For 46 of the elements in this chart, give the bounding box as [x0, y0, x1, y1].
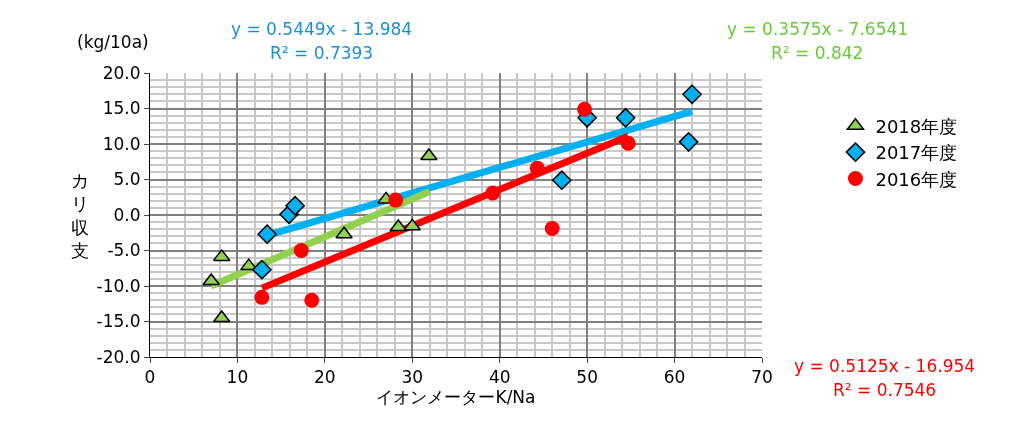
x-tick-label: 20 [314, 367, 336, 388]
text: R² = 0.7393 [270, 43, 374, 63]
text: (kg/10a) [77, 32, 149, 52]
point [252, 259, 272, 280]
y-tick-label: -20.0 [96, 346, 141, 367]
legend-label: 2016年度 [875, 168, 958, 190]
x-tick-label: 30 [401, 367, 424, 388]
point [678, 132, 699, 152]
text: R² = 0.842 [771, 43, 864, 63]
point [485, 185, 501, 201]
text: y = 0.3575x - 7.6541 [727, 19, 909, 39]
point [293, 243, 309, 258]
x-tick-label: 50 [576, 367, 598, 388]
y-tick-label: -10.0 [96, 275, 141, 296]
point [304, 292, 320, 308]
y-tick-label: -5.0 [107, 240, 141, 261]
x-tick-label: 10 [226, 367, 249, 388]
x-axis-title: イオンメーターK/Na [376, 387, 536, 408]
point [254, 289, 270, 305]
y-tick-label: 20.0 [102, 62, 141, 83]
y-tick-label: 0.0 [113, 204, 141, 225]
point [388, 192, 404, 208]
point [615, 107, 636, 128]
point [285, 195, 305, 216]
point [620, 135, 636, 151]
text: R² = 0.7546 [833, 380, 937, 400]
y-tick-label: -15.0 [96, 311, 141, 332]
x-tick-label: 70 [751, 367, 773, 388]
x-tick-label: 40 [488, 367, 511, 388]
y-tick-label: 10.0 [102, 133, 141, 154]
text: y = 0.5125x - 16.954 [794, 356, 976, 376]
point [551, 170, 572, 191]
point [682, 84, 702, 105]
text: y = 0.5449x - 13.984 [231, 19, 413, 39]
legend-label: 2018年度 [875, 115, 958, 137]
point [257, 224, 277, 245]
y-tick-label: 15.0 [102, 98, 141, 119]
x-tick-label: 0 [144, 367, 156, 388]
point [335, 226, 353, 239]
point [544, 220, 560, 236]
x-tick-label: 60 [663, 367, 686, 388]
point [420, 148, 438, 161]
legend-label: 2017年度 [875, 142, 958, 164]
y-tick-label: 5.0 [113, 169, 141, 190]
y-axis-title: カリ収支 [71, 170, 89, 262]
point [577, 101, 593, 117]
